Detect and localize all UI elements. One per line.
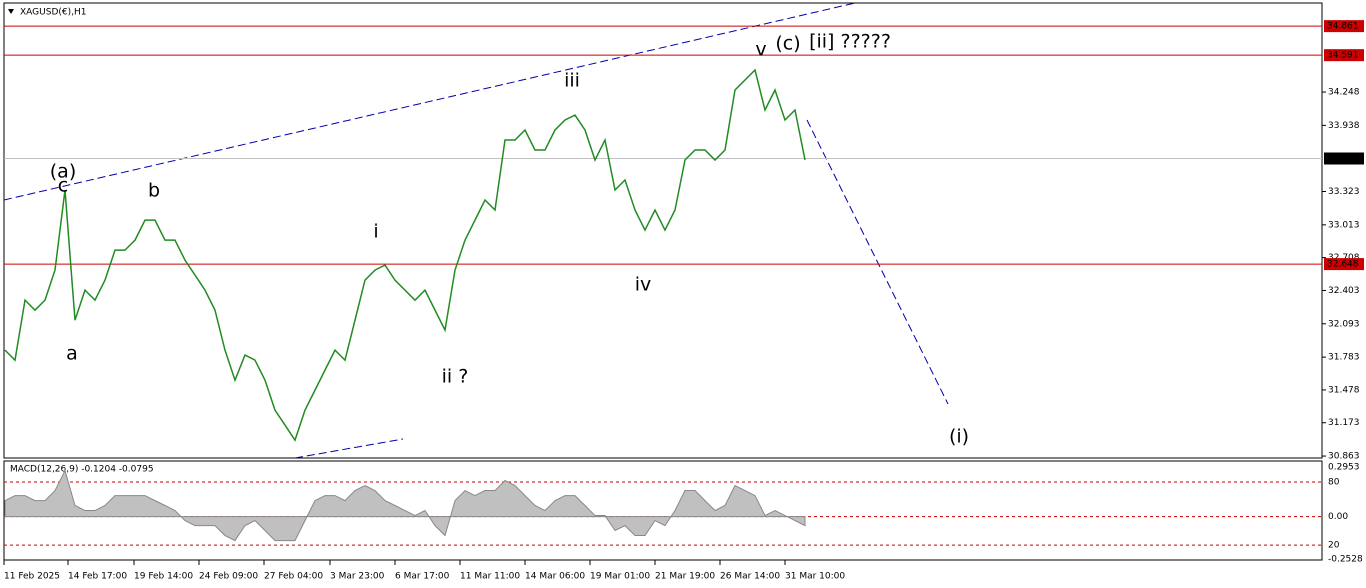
macd-frame bbox=[3, 460, 1323, 561]
macd-histogram bbox=[4, 469, 806, 542]
wave-label: a bbox=[66, 343, 78, 365]
wave-label: i bbox=[373, 221, 378, 243]
price-frame bbox=[3, 2, 1323, 459]
x-tick-label: 19 Mar 01:00 bbox=[590, 572, 650, 582]
wave-label: iii bbox=[564, 70, 580, 92]
y-tick-label: 80 bbox=[1328, 477, 1340, 487]
x-tick-label: 26 Mar 14:00 bbox=[720, 572, 780, 582]
price-level-box bbox=[1324, 258, 1364, 271]
wave-label: ii ? bbox=[442, 366, 469, 388]
y-tick-label: 32.403 bbox=[1328, 286, 1360, 296]
x-tick-label: 6 Mar 17:00 bbox=[395, 572, 450, 582]
x-tick-label: 14 Mar 06:00 bbox=[525, 572, 585, 582]
y-tick-label: 0.00 bbox=[1328, 512, 1348, 522]
price-level-label: 34.861 bbox=[1327, 22, 1359, 32]
x-tick-label: 11 Feb 2025 bbox=[4, 572, 60, 582]
x-tick-label: 27 Feb 04:00 bbox=[264, 572, 323, 582]
wave-label: b bbox=[148, 180, 160, 202]
y-tick-label: -0.2528 bbox=[1328, 555, 1363, 565]
price-level-box bbox=[1324, 20, 1364, 33]
wave-label: c bbox=[58, 175, 68, 197]
wave-label: v bbox=[755, 39, 766, 61]
y-tick-label: 33.938 bbox=[1328, 121, 1360, 131]
wave-label: (c) bbox=[775, 33, 800, 55]
x-tick-label: 19 Feb 14:00 bbox=[134, 572, 193, 582]
menu-arrow bbox=[8, 9, 14, 14]
trend-line bbox=[294, 438, 404, 459]
projection-line bbox=[806, 119, 949, 405]
y-tick-label: 32.093 bbox=[1328, 319, 1360, 329]
y-tick-label: 33.013 bbox=[1328, 220, 1360, 230]
wave-label: iv bbox=[635, 274, 652, 296]
wave-label: (i) bbox=[949, 426, 969, 448]
chart-title: XAGUSD(€),H1 bbox=[20, 8, 86, 18]
y-tick-label: 31.478 bbox=[1328, 385, 1360, 395]
x-tick-label: 3 Mar 23:00 bbox=[330, 572, 385, 582]
price-line bbox=[4, 68, 806, 442]
y-tick-label: 34.248 bbox=[1328, 88, 1360, 98]
wave-label: [ii] ????? bbox=[809, 31, 891, 53]
x-tick-label: 11 Mar 11:00 bbox=[460, 572, 520, 582]
y-tick-label: 20 bbox=[1328, 541, 1340, 551]
y-tick-label: 31.173 bbox=[1328, 418, 1360, 428]
x-tick-label: 14 Feb 17:00 bbox=[68, 572, 127, 582]
x-tick-label: 21 Mar 19:00 bbox=[655, 572, 715, 582]
price-level-label: 33.630 bbox=[1327, 154, 1359, 164]
macd-title: MACD(12,26,9) -0.1204 -0.0795 bbox=[10, 465, 154, 475]
y-tick-label: 30.863 bbox=[1328, 452, 1360, 462]
y-tick-label: 31.783 bbox=[1328, 353, 1360, 363]
price-level-label: 34.591 bbox=[1327, 51, 1359, 61]
wave-label: (a) bbox=[50, 161, 76, 183]
price-level-label: 32.648 bbox=[1327, 260, 1359, 270]
price-level-box bbox=[1324, 49, 1364, 62]
x-tick-label: 31 Mar 10:00 bbox=[785, 572, 845, 582]
x-tick-label: 24 Feb 09:00 bbox=[199, 572, 258, 582]
y-tick-label: 0.2953 bbox=[1328, 463, 1360, 473]
y-tick-label: 33.323 bbox=[1328, 187, 1360, 197]
price-level-box bbox=[1324, 152, 1364, 165]
trend-line bbox=[3, 2, 856, 201]
